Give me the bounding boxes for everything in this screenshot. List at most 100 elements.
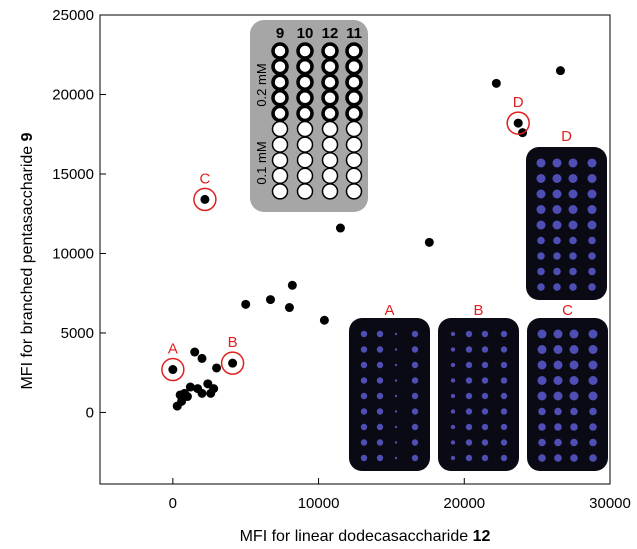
array-spot bbox=[450, 440, 456, 445]
array-spot bbox=[360, 423, 368, 431]
annotation-label: B bbox=[228, 334, 238, 351]
annotation-circle bbox=[161, 357, 185, 382]
array-spot bbox=[481, 330, 489, 338]
inset-well bbox=[345, 57, 363, 76]
array-spot bbox=[360, 454, 368, 462]
array-spot bbox=[588, 283, 596, 291]
inset-column-label: 9 bbox=[276, 25, 284, 42]
inset-concentration-label: 0.2 mM bbox=[254, 63, 269, 106]
data-point bbox=[200, 194, 210, 204]
inset-well bbox=[296, 151, 314, 169]
array-spot bbox=[537, 345, 547, 354]
data-point bbox=[555, 66, 565, 76]
array-spot bbox=[500, 423, 508, 431]
array-image-panels: A B C D bbox=[349, 128, 608, 471]
array-spot bbox=[588, 252, 596, 260]
data-point bbox=[287, 280, 297, 290]
array-spot bbox=[465, 454, 473, 462]
array-spot bbox=[394, 456, 398, 460]
inset-well bbox=[271, 104, 289, 123]
x-axis-label-compound: 12 bbox=[473, 528, 491, 545]
array-panel-label: A bbox=[384, 302, 394, 319]
data-points bbox=[168, 66, 565, 411]
y-axis-label-text: MFI for branched pentasaccharide bbox=[19, 141, 36, 389]
x-tick-label: 30000 bbox=[589, 495, 631, 512]
inset-well bbox=[296, 42, 314, 60]
array-spot bbox=[552, 174, 562, 183]
array-spot bbox=[553, 360, 563, 370]
array-spot bbox=[570, 423, 578, 431]
array-spot bbox=[376, 330, 384, 338]
x-tick-label: 20000 bbox=[443, 495, 485, 512]
y-axis-label: MFI for branched pentasaccharide 9 bbox=[19, 132, 36, 389]
array-spot bbox=[394, 379, 398, 382]
array-spot bbox=[465, 361, 473, 369]
y-axis-ticks: 0 5000 10000 15000 20000 25000 bbox=[52, 7, 106, 421]
inset-well bbox=[271, 89, 289, 107]
array-spot bbox=[554, 438, 562, 447]
array-spot bbox=[568, 205, 578, 214]
array-spot bbox=[588, 329, 598, 339]
inset-well bbox=[321, 151, 339, 169]
inset-well bbox=[345, 167, 363, 185]
array-spot bbox=[568, 220, 578, 230]
array-spot bbox=[465, 408, 473, 415]
data-point bbox=[168, 365, 178, 375]
array-spot bbox=[569, 360, 579, 370]
array-spot bbox=[500, 408, 508, 415]
data-point bbox=[212, 363, 222, 373]
point-annotations: A B C D bbox=[161, 94, 530, 382]
array-spot bbox=[411, 423, 419, 431]
array-spot bbox=[537, 391, 547, 401]
array-spot bbox=[569, 376, 579, 385]
array-spot bbox=[587, 205, 597, 214]
array-spot bbox=[569, 283, 577, 291]
x-tick-label: 10000 bbox=[298, 495, 340, 512]
array-spot bbox=[552, 189, 562, 199]
array-spot bbox=[569, 345, 579, 354]
array-spot bbox=[537, 376, 547, 385]
array-panel-label: B bbox=[473, 302, 483, 319]
annotation-label: C bbox=[199, 170, 210, 187]
array-spot bbox=[394, 410, 398, 413]
data-point bbox=[284, 303, 294, 313]
array-spot bbox=[481, 408, 489, 415]
array-spot bbox=[569, 329, 579, 339]
array-spot bbox=[411, 408, 419, 415]
array-panel bbox=[526, 147, 607, 300]
inset-well bbox=[321, 73, 339, 91]
array-spot bbox=[537, 236, 545, 245]
array-spot bbox=[568, 158, 578, 168]
array-spot bbox=[537, 252, 545, 260]
array-spot bbox=[588, 376, 598, 385]
array-spot bbox=[376, 423, 384, 431]
array-spot bbox=[481, 423, 489, 431]
data-point bbox=[190, 347, 200, 357]
array-spot bbox=[450, 393, 456, 399]
array-spot bbox=[536, 174, 546, 183]
inset-well bbox=[296, 120, 314, 138]
array-spot bbox=[394, 332, 398, 336]
array-spot bbox=[568, 189, 578, 199]
array-spot bbox=[588, 236, 596, 245]
inset-well bbox=[321, 136, 339, 153]
array-panel-label: D bbox=[561, 128, 572, 145]
inset-well bbox=[296, 57, 314, 76]
array-panel bbox=[349, 318, 430, 471]
array-spot bbox=[588, 345, 598, 354]
array-spot bbox=[568, 174, 578, 183]
array-spot bbox=[538, 438, 546, 447]
array-spot bbox=[465, 392, 473, 400]
inset-well bbox=[345, 89, 363, 107]
array-spot bbox=[587, 189, 597, 199]
x-axis-ticks: 0 10000 20000 30000 bbox=[169, 478, 631, 512]
array-spot bbox=[536, 205, 546, 214]
inset-well bbox=[271, 42, 289, 60]
array-spot bbox=[569, 391, 579, 401]
array-panel bbox=[527, 318, 608, 471]
data-point bbox=[197, 353, 207, 363]
array-spot bbox=[411, 330, 419, 338]
array-spot bbox=[450, 424, 456, 430]
array-spot bbox=[376, 377, 384, 384]
